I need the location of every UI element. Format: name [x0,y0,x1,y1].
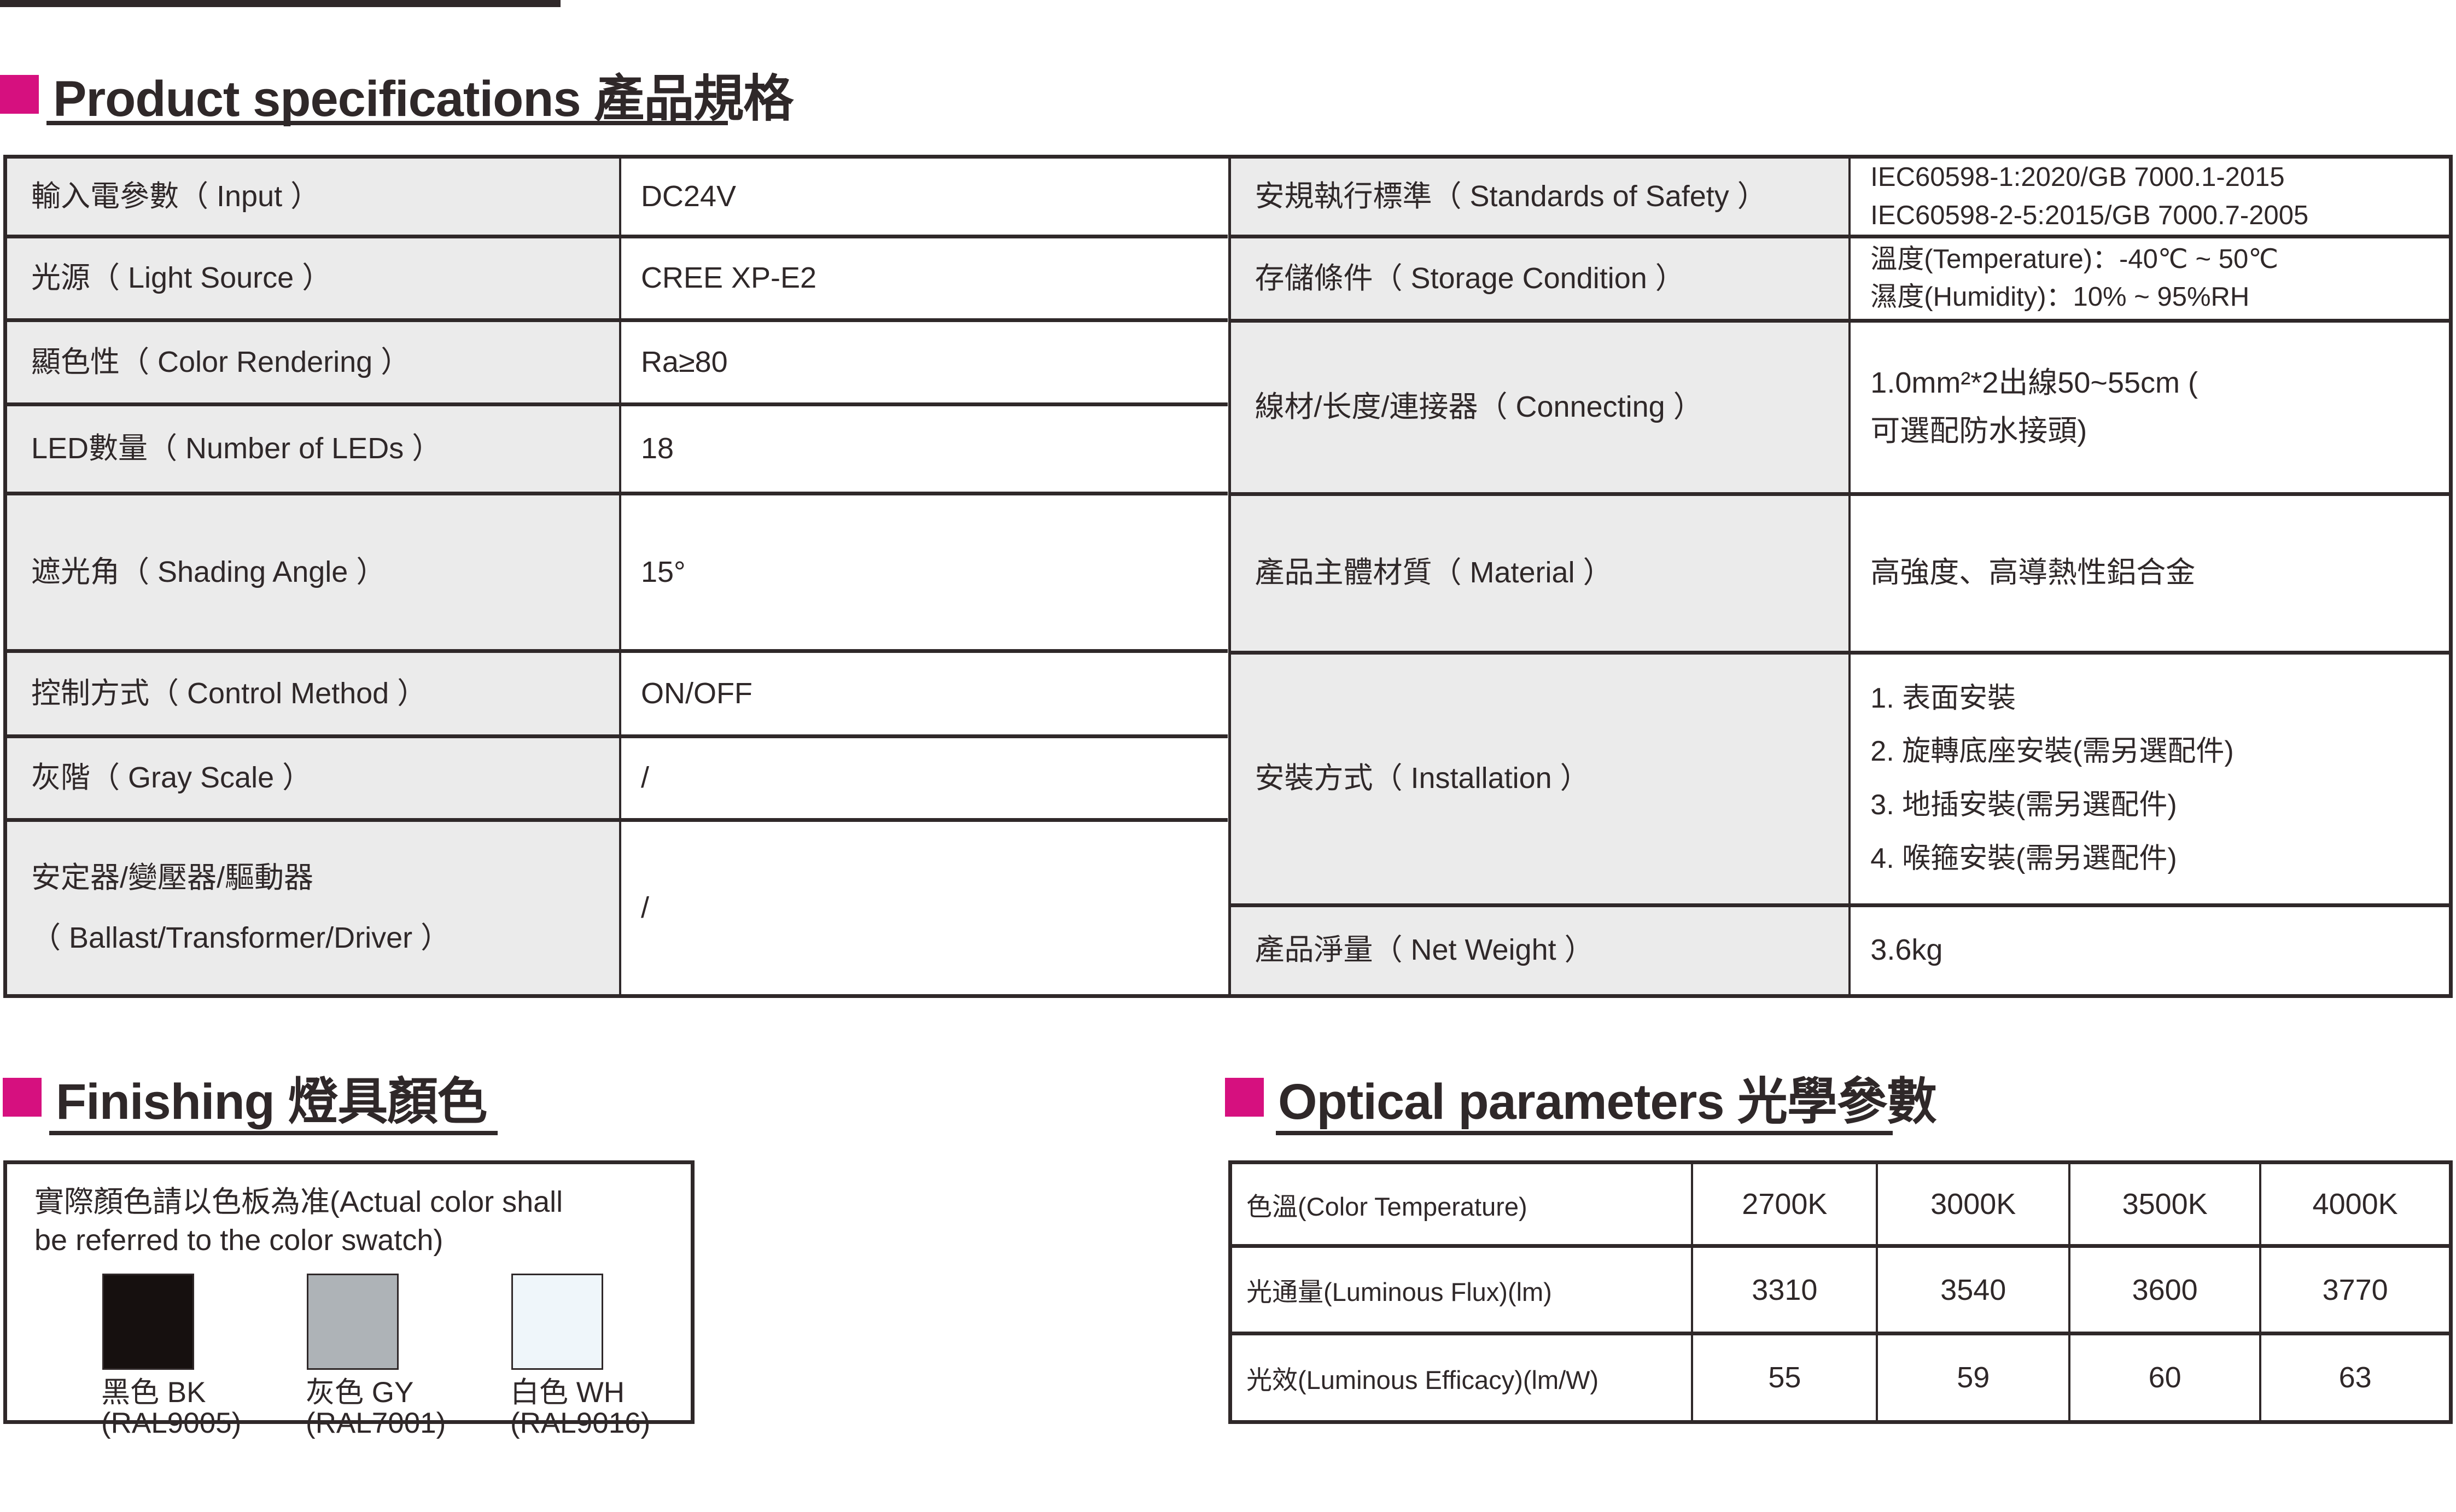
spec-value-storage-condition: 溫度(Temperature)：-40℃ ~ 50℃ 濕度(Humidity)：… [1851,238,2449,323]
optical-parameters-table: 色溫(Color Temperature) 2700K 3000K 3500K … [1228,1160,2453,1424]
swatch-ral-code: (RAL9005) [101,1407,242,1440]
spec-value-standards-of-safety: IEC60598-1:2020/GB 7000.1-2015 IEC60598-… [1851,159,2449,239]
spec-label-input: 輸入電參數（ Input ） [7,159,621,238]
spec-label-shading-angle: 遮光角（ Shading Angle ） [7,495,621,653]
spec-value-light-source: CREE XP-E2 [621,238,1228,323]
optical-header-3500k: 3500K [2070,1164,2262,1248]
spec-label-number-of-leds: LED數量（ Number of LEDs ） [7,406,621,496]
optical-efficacy-2700k: 55 [1693,1335,1879,1420]
swatch-gray: 灰色 GY (RAL7001) [306,1274,446,1440]
spec-value-shading-angle: 15° [621,495,1228,653]
spec-label-light-source: 光源（ Light Source ） [7,238,621,323]
optical-header-4000k: 4000K [2261,1164,2449,1248]
spec-value-net-weight: 3.6kg [1851,907,2449,994]
spec-label-color-rendering: 顯色性（ Color Rendering ） [7,322,621,406]
optical-flux-3000k: 3540 [1878,1248,2070,1335]
optical-efficacy-label: 光效(Luminous Efficacy)(lm/W) [1232,1335,1694,1420]
finishing-color-box: 實際顏色請以色板為准(Actual color shall be referre… [3,1160,695,1438]
spec-table-right-half: 安規執行標準（ Standards of Safety ） IEC60598-1… [1228,159,2449,994]
optical-flux-4000k: 3770 [2261,1248,2449,1335]
spec-value-installation: 1. 表面安裝 2. 旋轉底座安裝(需另選配件) 3. 地插安裝(需另選配件) … [1851,654,2449,907]
optical-efficacy-3500k: 60 [2070,1335,2262,1420]
section-title-text: Product specifications 產品規格 [53,71,794,127]
spec-label-material: 產品主體材質（ Material ） [1230,495,1851,655]
title-underline [49,1131,498,1135]
spec-value-gray-scale: / [621,738,1228,822]
finishing-note: 實際顏色請以色板為准(Actual color shall be referre… [34,1186,563,1257]
spec-label-installation: 安裝方式（ Installation ） [1230,654,1851,907]
spec-value-color-rendering: Ra≥80 [621,322,1228,406]
section-title-finishing: Finishing 燈具顏色 [3,1072,487,1130]
spec-label-connecting: 線材/长度/連接器（ Connecting ） [1230,322,1851,496]
optical-header-2700k: 2700K [1693,1164,1879,1248]
top-crop-bar [0,0,561,7]
spec-label-storage-condition: 存儲條件（ Storage Condition ） [1230,238,1851,323]
swatch-black: 黑色 BK (RAL9005) [101,1274,242,1440]
spec-value-material: 高強度、高導熱性鋁合金 [1851,495,2449,655]
black-color-swatch [102,1274,194,1370]
swatch-ral-code: (RAL7001) [306,1407,446,1440]
spec-label-standards-of-safety: 安規執行標準（ Standards of Safety ） [1230,159,1851,239]
optical-flux-label: 光通量(Luminous Flux)(lm) [1232,1248,1694,1335]
accent-square-icon [0,74,39,114]
swatch-name: 灰色 GY [306,1376,414,1409]
spec-value-control-method: ON/OFF [621,652,1228,739]
accent-square-icon [3,1077,42,1117]
title-underline [46,121,728,125]
gray-color-swatch [307,1274,399,1370]
spec-label-control-method: 控制方式（ Control Method ） [7,652,621,739]
swatch-white: 白色 WH (RAL9016) [510,1274,651,1440]
section-title-text: Optical parameters 光學參數 [1278,1073,1937,1130]
spec-value-ballast: / [621,821,1228,994]
optical-header-3000k: 3000K [1878,1164,2070,1248]
color-swatch-row: 黑色 BK (RAL9005) 灰色 GY (RAL7001) 白色 WH (R… [34,1274,671,1438]
swatch-name: 黑色 BK [101,1376,206,1409]
swatch-name: 白色 WH [510,1376,625,1409]
white-color-swatch [511,1274,603,1370]
spec-value-input: DC24V [621,159,1228,238]
spec-label-gray-scale: 灰階（ Gray Scale ） [7,738,621,822]
optical-flux-2700k: 3310 [1693,1248,1879,1335]
product-spec-table: 輸入電參數（ Input ） DC24V 光源（ Light Source ） … [3,155,2453,998]
section-title-optical-parameters: Optical parameters 光學參數 [1225,1072,1937,1130]
spec-label-net-weight: 產品淨量（ Net Weight ） [1230,907,1851,994]
spec-value-connecting: 1.0mm²*2出線50~55cm ( 可選配防水接頭) [1851,322,2449,496]
title-underline [1276,1131,1893,1135]
spec-value-number-of-leds: 18 [621,406,1228,496]
accent-square-icon [1225,1077,1264,1117]
optical-flux-3500k: 3600 [2070,1248,2262,1335]
spec-label-ballast: 安定器/變壓器/驅動器 （ Ballast/Transformer/Driver… [7,821,621,994]
optical-header-label: 色溫(Color Temperature) [1232,1164,1694,1248]
optical-efficacy-4000k: 63 [2338,1361,2372,1394]
section-title-text: Finishing 燈具顏色 [56,1073,487,1130]
section-title-product-specifications: Product specifications 產品規格 [0,69,794,127]
spec-table-left-half: 輸入電參數（ Input ） DC24V 光源（ Light Source ） … [7,159,1228,994]
swatch-ral-code: (RAL9016) [510,1407,651,1440]
optical-efficacy-3000k: 59 [1878,1335,2070,1420]
